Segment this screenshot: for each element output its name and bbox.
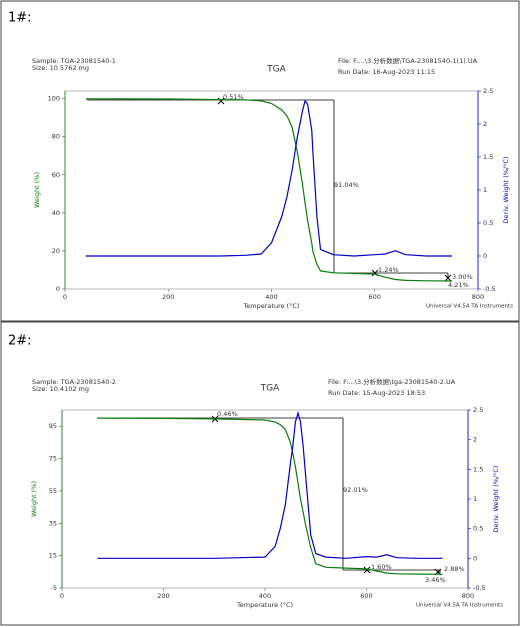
- sample: Sample: TGA-23081540-2: [32, 378, 116, 386]
- annotation: 0.46%: [217, 410, 238, 418]
- x-tick-label: 200: [157, 592, 169, 600]
- file: File: F:...\3.分析数据\TGA-23081540-1(1).UA: [338, 56, 478, 65]
- y-tick-label: 15: [49, 552, 57, 560]
- series-line: [85, 98, 453, 282]
- y-tick-label: 35: [49, 519, 57, 527]
- panel-label: 1#:: [8, 11, 32, 26]
- x-axis-label: Temperature (°C): [236, 601, 293, 609]
- y2-tick-label: 0: [483, 252, 487, 260]
- y2-axis-label: Deriv. Weight (%/°C): [502, 157, 510, 224]
- annotation: 2.88%: [444, 565, 465, 573]
- y-axis-label: Weight (%): [30, 481, 38, 517]
- y-tick-label: 80: [52, 133, 60, 141]
- y2-tick-label: 1: [483, 186, 487, 194]
- size: Size: 10.5762 mg: [32, 64, 89, 72]
- x-tick-label: 800: [472, 293, 484, 301]
- y-tick-label: 20: [52, 247, 60, 255]
- y-axis-label: Weight (%): [33, 172, 41, 208]
- run-date: Run Date: 16-Aug-2023 11:15: [338, 68, 435, 76]
- y2-axis-label: Deriv. Weight (%/°C): [492, 466, 500, 533]
- x-tick-label: 600: [369, 293, 381, 301]
- series-line: [97, 410, 443, 559]
- series-line: [97, 417, 443, 575]
- y2-tick-label: 1.5: [483, 153, 493, 161]
- x-tick-label: 400: [265, 293, 277, 301]
- y-tick-label: 40: [52, 209, 60, 217]
- y-tick-label: -5: [51, 584, 57, 592]
- plot-frame: [61, 409, 469, 589]
- y2-tick-label: 2: [473, 436, 477, 444]
- size: Size: 10.4102 mg: [32, 385, 89, 393]
- panel-border: [0, 0, 520, 322]
- y-tick-label: 75: [49, 455, 57, 463]
- file: File: F:...\3.分析数据\tga-23081540-2.UA: [328, 377, 456, 386]
- annotation-marker: [363, 566, 371, 574]
- panel-border: [0, 321, 520, 626]
- annotation: 91.04%: [334, 181, 359, 189]
- chart-title: TGA: [260, 384, 280, 394]
- x-axis-label: Temperature (°C): [242, 302, 299, 310]
- y2-tick-label: -0.5: [483, 285, 496, 293]
- y2-tick-label: 1: [473, 495, 477, 503]
- x-tick-label: 400: [259, 592, 271, 600]
- x-tick-label: 800: [462, 592, 474, 600]
- y2-tick-label: 2: [483, 120, 487, 128]
- footer: Universal V4.5A TA Instruments: [416, 603, 503, 609]
- y2-tick-label: 0.5: [473, 525, 483, 533]
- y-tick-label: 0: [56, 285, 60, 293]
- plot-frame: [64, 90, 479, 290]
- x-tick-label: 0: [63, 293, 67, 301]
- annotation: 3.00%: [452, 273, 473, 281]
- y2-tick-label: 2.5: [483, 87, 493, 95]
- footer: Universal V4.5A TA Instruments: [426, 304, 513, 310]
- y-tick-label: 60: [52, 171, 60, 179]
- y-tick-label: 95: [49, 422, 57, 430]
- sample: Sample: TGA-23081540-1: [32, 57, 116, 65]
- y2-tick-label: 1.5: [473, 465, 483, 473]
- chart-title: TGA: [266, 65, 286, 75]
- series-line: [85, 99, 453, 257]
- annotation: 1.24%: [378, 266, 399, 274]
- y2-tick-label: 0: [473, 554, 477, 562]
- x-tick-label: 600: [360, 592, 372, 600]
- annotation: 92.01%: [343, 486, 368, 494]
- y-tick-label: 100: [48, 95, 60, 103]
- annotation: 1.60%: [371, 563, 392, 571]
- run-date: Run Date: 15-Aug-2023 18:53: [328, 389, 425, 397]
- y2-tick-label: 2.5: [473, 406, 483, 414]
- x-tick-label: 0: [60, 592, 64, 600]
- annotation: 0.51%: [223, 93, 244, 101]
- annotation-marker: [444, 274, 452, 282]
- y-tick-label: 55: [49, 487, 57, 495]
- annotation: 3.46%: [425, 576, 446, 584]
- y2-tick-label: 0.5: [483, 219, 493, 227]
- x-tick-label: 200: [162, 293, 174, 301]
- panel-label: 2#:: [8, 334, 32, 349]
- y2-tick-label: -0.5: [473, 584, 486, 592]
- annotation: 4.21%: [448, 281, 469, 289]
